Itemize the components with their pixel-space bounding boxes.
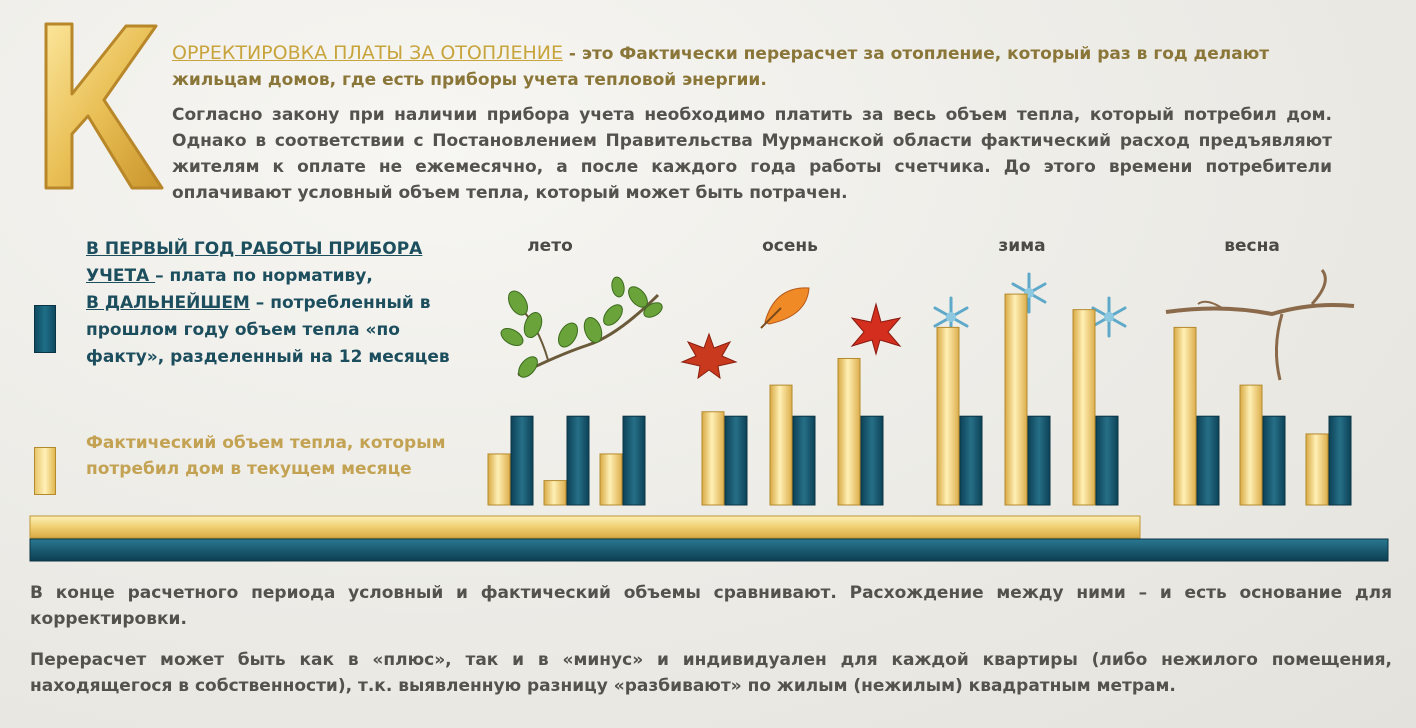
bar-actual-month-2 [543,480,567,506]
total-gold-bar [29,515,1141,539]
paragraph-bottom-1: В конце расчетного периода условный и фа… [30,583,1392,629]
bar-actual-month-1 [487,453,511,506]
bar-actual-month-12 [1305,433,1329,506]
legend-blue-underlined-2: В ДАЛЬНЕЙШЕМ [86,293,250,313]
paragraph-bottom-2: Перерасчет может быть как в «плюс», так … [30,650,1392,696]
maple-leaf-icon [680,332,738,380]
legend-gold-swatch [34,447,56,495]
season-label-winter: зима [998,236,1046,256]
bar-norm-month-3 [622,415,646,506]
birch-leaf-icon [760,287,810,329]
intro-text: ОРРЕКТИРОВКА ПЛАТЫ ЗА ОТОПЛЕНИЕ - это Фа… [172,40,1352,93]
intro-rest: - это Фактически перерасчет за отопление… [172,44,1270,90]
legend-blue-underlined-1: В ПЕРВЫЙ ГОД РАБОТЫ ПРИБОРА УЧЕТА [86,239,423,286]
intro-keyword: ОРРЕКТИРОВКА ПЛАТЫ ЗА ОТОПЛЕНИЕ [172,42,563,64]
bar-norm-month-6 [860,415,884,506]
bar-actual-month-5 [769,384,793,506]
legend-blue-text-1: – плата по нормативу, [155,266,373,286]
bar-norm-month-10 [1196,415,1220,506]
bar-norm-month-8 [1027,415,1051,506]
red-leaf-icon [850,302,902,356]
bar-norm-month-11 [1262,415,1286,506]
paragraph-1: Согласно закону при наличии прибора учет… [172,105,1332,203]
bar-norm-month-7 [959,415,983,506]
season-label-spring: весна [1224,236,1280,256]
season-label-autumn: осень [762,236,818,256]
bar-actual-month-9 [1072,309,1096,506]
bar-actual-month-3 [599,453,623,506]
bar-norm-month-5 [792,415,816,506]
snowflake-icon [1091,296,1127,338]
dropcap-k: К [44,22,164,190]
bar-actual-month-7 [936,326,960,506]
green-branch-icon [500,276,663,378]
bar-actual-month-4 [701,411,725,506]
bare-branch-icon [1165,269,1355,381]
bar-actual-month-8 [1004,293,1028,506]
bar-actual-month-11 [1239,384,1263,506]
season-label-summer: лето [527,236,573,256]
bar-norm-month-12 [1328,415,1352,506]
legend-gold-text: Фактический объем тепла, которым потреби… [86,433,446,479]
legend-blue-swatch [34,305,56,353]
bar-norm-month-1 [510,415,534,506]
bar-norm-month-4 [724,415,748,506]
bar-actual-month-6 [837,357,861,506]
bar-norm-month-9 [1095,415,1119,506]
legend-blue-text: В ПЕРВЫЙ ГОД РАБОТЫ ПРИБОРА УЧЕТА – плат… [86,236,476,371]
legend-blue-text-2: – потребленный в прошлом году объем тепл… [86,293,450,367]
bar-actual-month-10 [1173,326,1197,506]
bar-norm-month-2 [566,415,590,506]
total-blue-bar [29,538,1389,562]
